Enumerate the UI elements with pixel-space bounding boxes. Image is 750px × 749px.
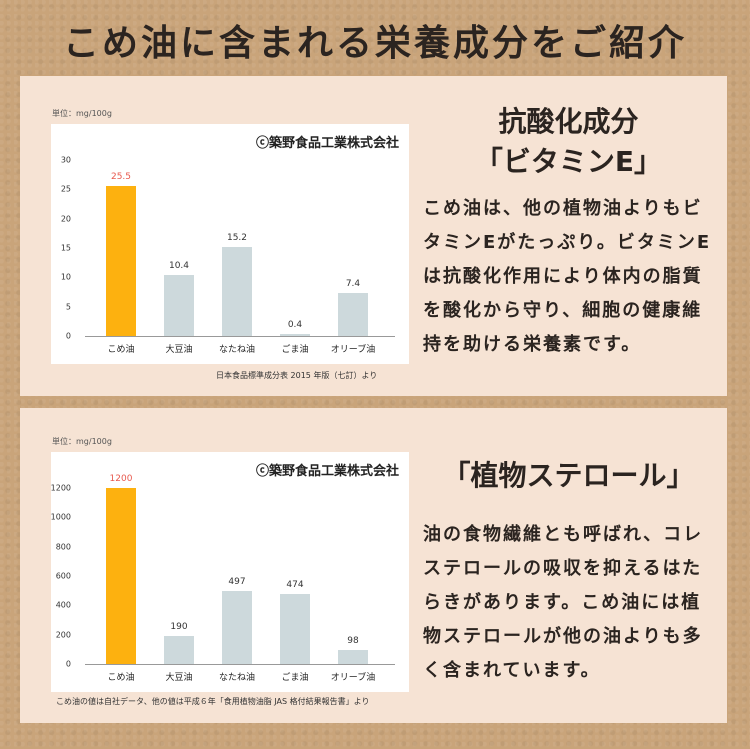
bar <box>280 594 310 664</box>
section-heading: 「植物ステロール」 <box>442 459 695 492</box>
section-heading-line2: 「ビタミンE」 <box>474 145 663 178</box>
category-label: オリーブ油 <box>330 673 376 683</box>
y-tick-label: 15 <box>60 243 71 253</box>
y-tick-label: 600 <box>55 571 71 581</box>
bar <box>164 274 194 336</box>
bar-value-label: 10.4 <box>168 260 190 271</box>
vitamin-e-panel: 単位：mg/100g ⓒ築野食品工業株式会社 0 5 10 15 20 25 30 25.5 こ… <box>20 76 727 396</box>
section-heading-line1: 抗酸化成分 <box>498 105 639 138</box>
y-tick-label: 0 <box>65 659 71 669</box>
y-tick-label: 5 <box>65 302 71 312</box>
bar-value-label: 497 <box>228 577 246 588</box>
bar-value-label: 98 <box>347 635 359 646</box>
page-title: こめ油に含まれる栄養成分をご紹介 <box>62 23 687 64</box>
y-tick-label: 1200 <box>50 483 71 493</box>
section-body: 油の食物繊維とも呼ばれ、コレステロールの吸収を抑えるはたらきがあります。こめ油に… <box>423 524 704 681</box>
category-label: オリーブ油 <box>330 345 376 355</box>
x-axis-line <box>85 336 395 337</box>
plant-sterol-chart: ⓒ築野食品工業株式会社 0 200 400 600 800 1000 1200 1200 こめ油… <box>51 452 409 692</box>
section-body: こめ油は、他の植物油よりもビタミンEがたっぷり。ビタミンEは抗酸化作用により体内… <box>423 198 712 355</box>
bar <box>280 333 310 336</box>
bar <box>222 246 252 336</box>
y-tick-label: 25 <box>60 184 71 194</box>
bar-value-label: 1200 <box>109 474 133 484</box>
bar <box>222 591 252 664</box>
plant-sterol-panel: 単位：mg/100g ⓒ築野食品工業株式会社 0 200 400 600 800 1000… <box>20 408 727 723</box>
vitamin-e-chart: ⓒ築野食品工業株式会社 0 5 10 15 20 25 30 25.5 こめ油 10.4 大豆油 15… <box>51 124 409 364</box>
category-label: ごま油 <box>281 673 309 683</box>
unit-label: 単位：mg/100g <box>52 109 112 118</box>
source-note: 日本食品標準成分表 2015 年版（七訂）より <box>216 371 378 380</box>
bar <box>106 186 136 336</box>
source-note: こめ油の値は自社データ、他の値は平成６年「食用植物油脂 JAS 格付結果報告書」… <box>56 697 370 706</box>
y-axis: 0 5 10 15 20 25 30 <box>51 124 75 364</box>
bar-value-label: 190 <box>170 622 188 633</box>
bar <box>164 636 194 664</box>
x-axis-line <box>85 664 395 665</box>
bar <box>338 649 368 664</box>
y-tick-label: 800 <box>55 542 71 552</box>
y-tick-label: 200 <box>55 630 71 640</box>
y-tick-label: 1000 <box>50 512 71 522</box>
category-label: 大豆油 <box>165 673 193 683</box>
copyright: ⓒ築野食品工業株式会社 <box>255 464 399 479</box>
unit-label: 単位：mg/100g <box>52 437 112 446</box>
category-label: なたね油 <box>218 673 255 683</box>
bar-value-label: 25.5 <box>110 172 132 183</box>
category-label: こめ油 <box>107 345 135 355</box>
copyright: ⓒ築野食品工業株式会社 <box>255 136 399 151</box>
y-axis: 0 200 400 600 800 1000 1200 <box>51 452 75 692</box>
bar-value-label: 15.2 <box>226 232 248 243</box>
y-tick-label: 10 <box>60 272 71 282</box>
category-label: 大豆油 <box>165 345 193 355</box>
bar-value-label: 474 <box>286 580 304 591</box>
y-tick-label: 30 <box>60 155 71 165</box>
bar-value-label: 7.4 <box>345 278 361 289</box>
bar-value-label: 0.4 <box>287 319 303 330</box>
bar <box>338 292 368 336</box>
y-tick-label: 20 <box>60 214 71 224</box>
category-label: こめ油 <box>107 673 135 683</box>
y-tick-label: 0 <box>65 331 71 341</box>
category-label: ごま油 <box>281 345 309 355</box>
y-tick-label: 400 <box>55 600 71 610</box>
category-label: なたね油 <box>218 345 255 355</box>
bar <box>106 488 136 664</box>
